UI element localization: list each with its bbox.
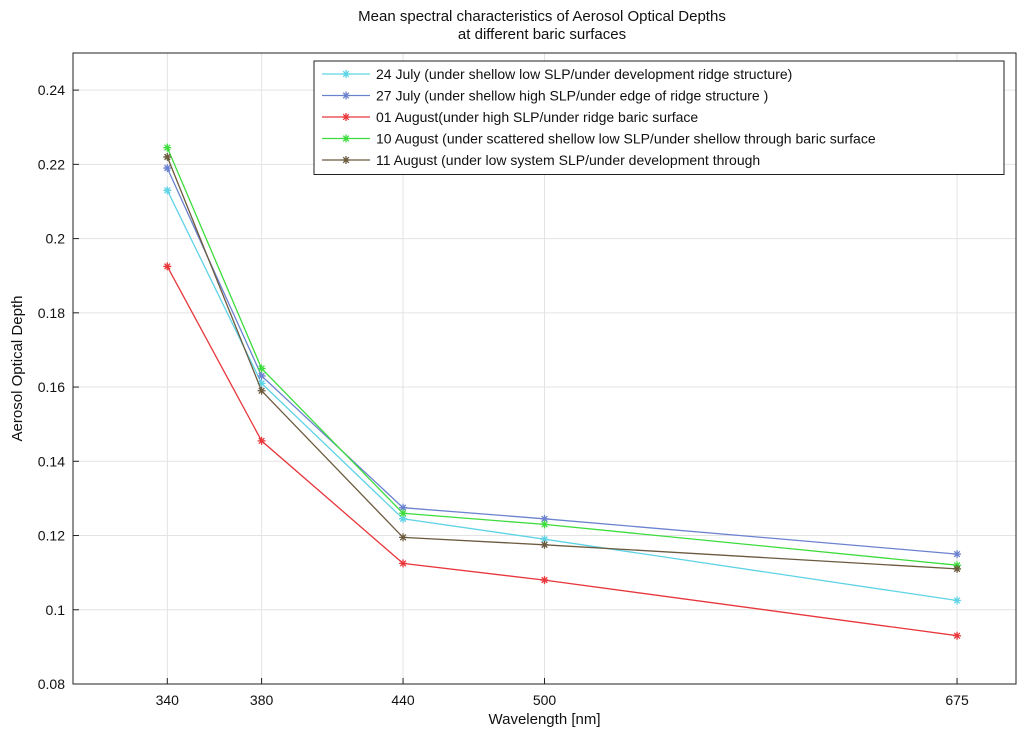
legend-label: 27 July (under shellow high SLP/under ed… — [376, 88, 768, 104]
data-point-marker — [399, 503, 408, 512]
y-tick-label: 0.2 — [46, 231, 66, 247]
y-tick-label: 0.14 — [38, 453, 65, 469]
data-point-marker — [540, 520, 549, 529]
y-tick-label: 0.18 — [38, 305, 65, 321]
legend-label: 24 July (under shellow low SLP/under dev… — [376, 66, 792, 82]
series-1 — [163, 186, 962, 605]
x-tick-label: 340 — [156, 692, 180, 708]
legend-item: 01 August(under high SLP/under ridge bar… — [322, 109, 698, 125]
series-line — [166, 147, 958, 566]
series-3 — [163, 262, 962, 640]
y-tick-label: 0.12 — [38, 528, 65, 544]
x-tick-label: 500 — [533, 692, 557, 708]
data-point-marker — [953, 564, 962, 573]
data-point-marker — [342, 70, 350, 78]
legend-box — [313, 60, 1005, 175]
data-point-marker — [399, 533, 408, 542]
x-axis-label: Wavelength [nm] — [489, 711, 601, 728]
legend-label: 11 August (under low system SLP/under de… — [376, 152, 760, 168]
series-4 — [163, 143, 962, 570]
series-line — [166, 266, 958, 637]
data-point-marker — [163, 164, 172, 173]
series-5 — [163, 152, 962, 573]
chart-title-line-2: at different baric surfaces — [458, 26, 626, 43]
series-line — [166, 190, 958, 602]
chart-title: Mean spectral characteristics of Aerosol… — [358, 8, 726, 43]
data-point-marker — [257, 379, 266, 388]
series-line — [166, 167, 958, 555]
series-group — [163, 143, 962, 640]
legend-label: 10 August (under scattered shellow low S… — [376, 131, 876, 147]
y-tick-label: 0.1 — [46, 602, 66, 618]
x-tick-label: 440 — [391, 692, 415, 708]
data-point-marker — [399, 509, 408, 518]
legend-item: 27 July (under shellow high SLP/under ed… — [322, 88, 768, 104]
series-line — [166, 156, 958, 570]
y-tick-label: 0.16 — [38, 379, 65, 395]
y-axis-label: Aerosol Optical Depth — [9, 296, 26, 442]
data-point-marker — [342, 134, 350, 143]
y-tick-label: 0.24 — [38, 82, 65, 98]
data-point-marker — [342, 91, 350, 100]
x-tick-label: 380 — [250, 692, 274, 708]
data-point-marker — [257, 386, 266, 395]
data-point-marker — [399, 559, 408, 568]
y-tick-label: 0.22 — [38, 156, 65, 172]
data-point-marker — [342, 156, 350, 164]
legend-item: 24 July (under shellow low SLP/under dev… — [322, 66, 792, 82]
series-2 — [163, 164, 962, 559]
data-point-marker — [953, 550, 962, 559]
data-point-marker — [163, 143, 172, 152]
data-point-marker — [163, 262, 172, 271]
axis-ticks: 340 380 440 500 675 0.08 0.1 0.12 0.14 0.16 0.18 0.… — [38, 82, 969, 708]
legend-item: 10 August (under scattered shellow low S… — [322, 131, 876, 147]
legend: 24 July (under shellow low SLP/under dev… — [313, 60, 1005, 175]
data-point-marker — [540, 535, 549, 544]
legend-item: 11 August (under low system SLP/under de… — [322, 152, 760, 168]
data-point-marker — [257, 436, 266, 445]
data-point-marker — [540, 576, 549, 585]
data-point-marker — [399, 514, 408, 523]
data-point-marker — [257, 371, 266, 380]
x-tick-label: 675 — [945, 692, 969, 708]
chart-title-line-1: Mean spectral characteristics of Aerosol… — [358, 8, 726, 25]
data-point-marker — [163, 152, 172, 161]
data-point-marker — [163, 186, 172, 195]
data-point-marker — [257, 364, 266, 373]
data-point-marker — [953, 596, 962, 605]
data-point-marker — [540, 514, 549, 523]
legend-label: 01 August(under high SLP/under ridge bar… — [376, 109, 698, 125]
y-tick-label: 0.08 — [38, 676, 65, 692]
data-point-marker — [540, 540, 549, 549]
data-point-marker — [342, 113, 350, 121]
data-point-marker — [953, 631, 962, 640]
